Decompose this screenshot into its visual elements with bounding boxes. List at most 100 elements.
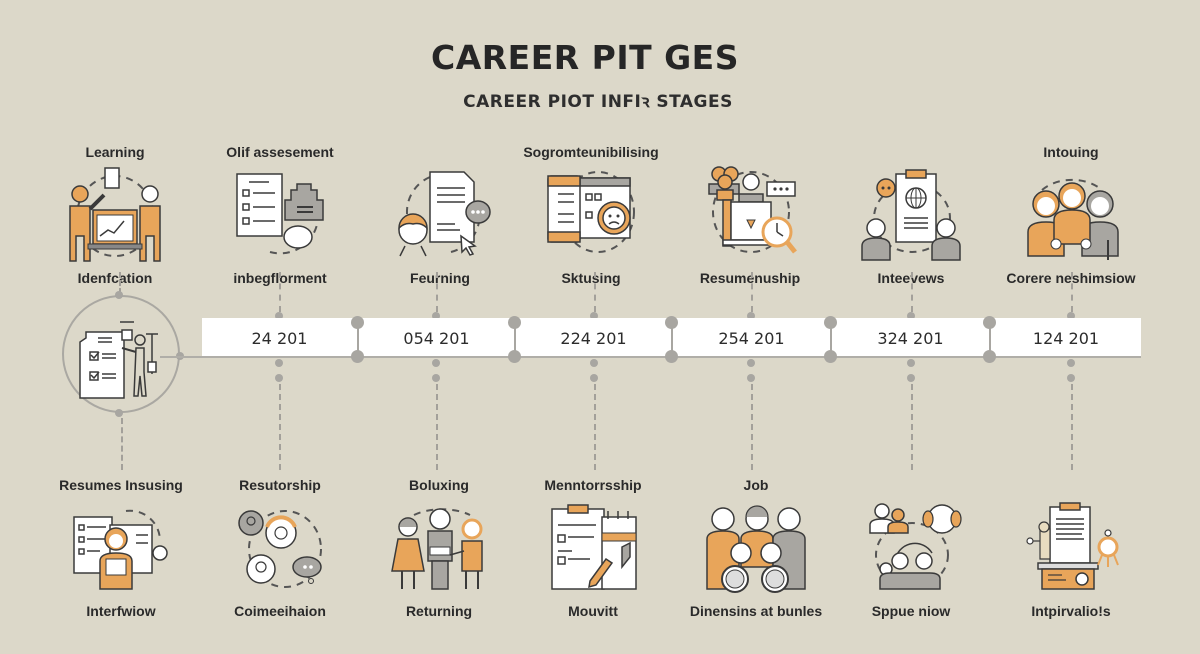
bottom-stage-4: Menntorrsship Mouvitt: [503, 477, 683, 619]
connector-dot: [907, 312, 915, 320]
connector-bottom-5: [911, 384, 913, 470]
connector-dot: [590, 312, 598, 320]
connector-bottom-0: [121, 418, 123, 470]
resume-person-icon: [66, 497, 176, 597]
three-people-icon: [384, 497, 494, 597]
stage-top-label: Menntorrsship: [544, 477, 642, 493]
timeline-segment-3: 224 201: [560, 328, 627, 348]
divider-dot: [351, 316, 364, 329]
stage-top-label: Intouing: [1043, 144, 1099, 160]
top-stage-1: Learning Idenfcation: [25, 144, 205, 286]
connector-bottom-2: [436, 384, 438, 470]
connector-top-6: [1071, 272, 1073, 312]
stage-top-label: [981, 477, 1161, 493]
timeline-divider: [830, 320, 832, 356]
connector-dot: [275, 359, 283, 367]
connector-dot: [275, 374, 283, 382]
connector-top-0: [119, 272, 121, 294]
circle-bottom-dot: [115, 409, 123, 417]
divider-dot: [665, 350, 678, 363]
connector-dot: [1067, 359, 1075, 367]
divider-dot: [665, 316, 678, 329]
stage-top-label: Sogromteunibilising: [523, 144, 659, 160]
stage-top-label: Resumes Insusing: [59, 477, 183, 493]
clipboard-pencil-icon: [538, 497, 648, 597]
bottom-stage-3: Boluxing Returning: [349, 477, 529, 619]
stage-top-label: Job: [743, 477, 769, 493]
connector-dot: [590, 359, 598, 367]
stage-bottom-label: Intpirvalio!s: [1031, 603, 1111, 619]
presentation-chart-icon: [60, 164, 170, 264]
stage-top-label: [660, 144, 840, 160]
stage-top-label: [821, 144, 1001, 160]
connector-bottom-1: [279, 384, 281, 470]
app-window-face-icon: [536, 164, 646, 264]
circle-top-dot: [115, 291, 123, 299]
top-stage-4: Sogromteunibilising Sktusing: [501, 144, 681, 286]
connector-dot: [275, 312, 283, 320]
timeline-lead-line: [160, 356, 205, 358]
connector-dot: [1067, 312, 1075, 320]
checklist-presenter-icon: [78, 320, 168, 400]
connector-dot: [747, 374, 755, 382]
connector-dot: [432, 359, 440, 367]
checklist-document-icon: [225, 164, 335, 264]
connector-dot: [747, 359, 755, 367]
interview-clipboard-globe-icon: [856, 164, 966, 264]
team-plates-icon: [701, 497, 811, 597]
team-laptop-clock-icon: [695, 164, 805, 264]
connector-dot: [432, 374, 440, 382]
stage-top-label: Olif assesement: [226, 144, 334, 160]
connector-bottom-3: [594, 384, 596, 470]
timeline-segment-6: 124 201: [1032, 328, 1100, 348]
stage-bottom-label: Coimeeihaion: [234, 603, 326, 619]
timeline-divider: [989, 320, 991, 356]
bottom-stage-7: Intpirvalio!s: [981, 477, 1161, 619]
top-stage-6: Inteevews: [821, 144, 1001, 286]
connector-dot: [907, 374, 915, 382]
connector-bottom-6: [1071, 384, 1073, 470]
bottom-stage-5: Job Dinensins at bunles: [666, 477, 846, 619]
people-connections-icon: [856, 497, 966, 597]
connector-top-5: [911, 272, 913, 312]
person-document-chat-icon: [385, 164, 495, 264]
connector-dot: [907, 359, 915, 367]
stage-bottom-label: Interfwiow: [86, 603, 156, 619]
top-stage-3: Feurning: [350, 144, 530, 286]
connector-dot: [432, 312, 440, 320]
connector-top-1: [279, 272, 281, 312]
top-stage-2: Olif assesement inbegflorment: [190, 144, 370, 286]
divider-dot: [508, 316, 521, 329]
divider-dot: [824, 350, 837, 363]
stage-bottom-label: Feurning: [410, 270, 470, 286]
connector-dot: [590, 374, 598, 382]
divider-dot: [983, 350, 996, 363]
stage-bottom-label: Resumenuship: [699, 270, 801, 286]
stage-top-label: Resutorship: [239, 477, 321, 493]
stage-top-label: [821, 477, 1001, 493]
bottom-stage-2: Resutorship Coimeeihaion: [190, 477, 370, 619]
divider-dot: [983, 316, 996, 329]
stage-bottom-label: Idenfcation: [77, 270, 153, 286]
group-people-icon: [1016, 164, 1126, 264]
divider-dot: [824, 316, 837, 329]
divider-dot: [508, 350, 521, 363]
timeline-segment-4: 254 201: [718, 328, 785, 348]
timeline-divider: [357, 320, 359, 356]
stage-top-label: Boluxing: [409, 477, 469, 493]
stage-bottom-label: Mouvitt: [568, 603, 618, 619]
connector-top-3: [594, 272, 596, 312]
divider-dot: [351, 350, 364, 363]
page-title: CAREER PIT GES: [430, 38, 739, 77]
bottom-stage-6: Sppue niow: [821, 477, 1001, 619]
connector-top-4: [751, 272, 753, 312]
connector-bottom-4: [751, 384, 753, 470]
connector-dot: [747, 312, 755, 320]
stage-top-label: Learning: [85, 144, 145, 160]
stage-bottom-label: Dinensins at bunles: [689, 603, 823, 619]
top-stage-5: Resumenuship: [660, 144, 840, 286]
connector-dot: [1067, 374, 1075, 382]
timeline-divider: [514, 320, 516, 356]
bottom-stage-1: Resumes Insusing Interfwiow: [31, 477, 211, 619]
timeline-segment-1: 24 201: [251, 328, 308, 348]
